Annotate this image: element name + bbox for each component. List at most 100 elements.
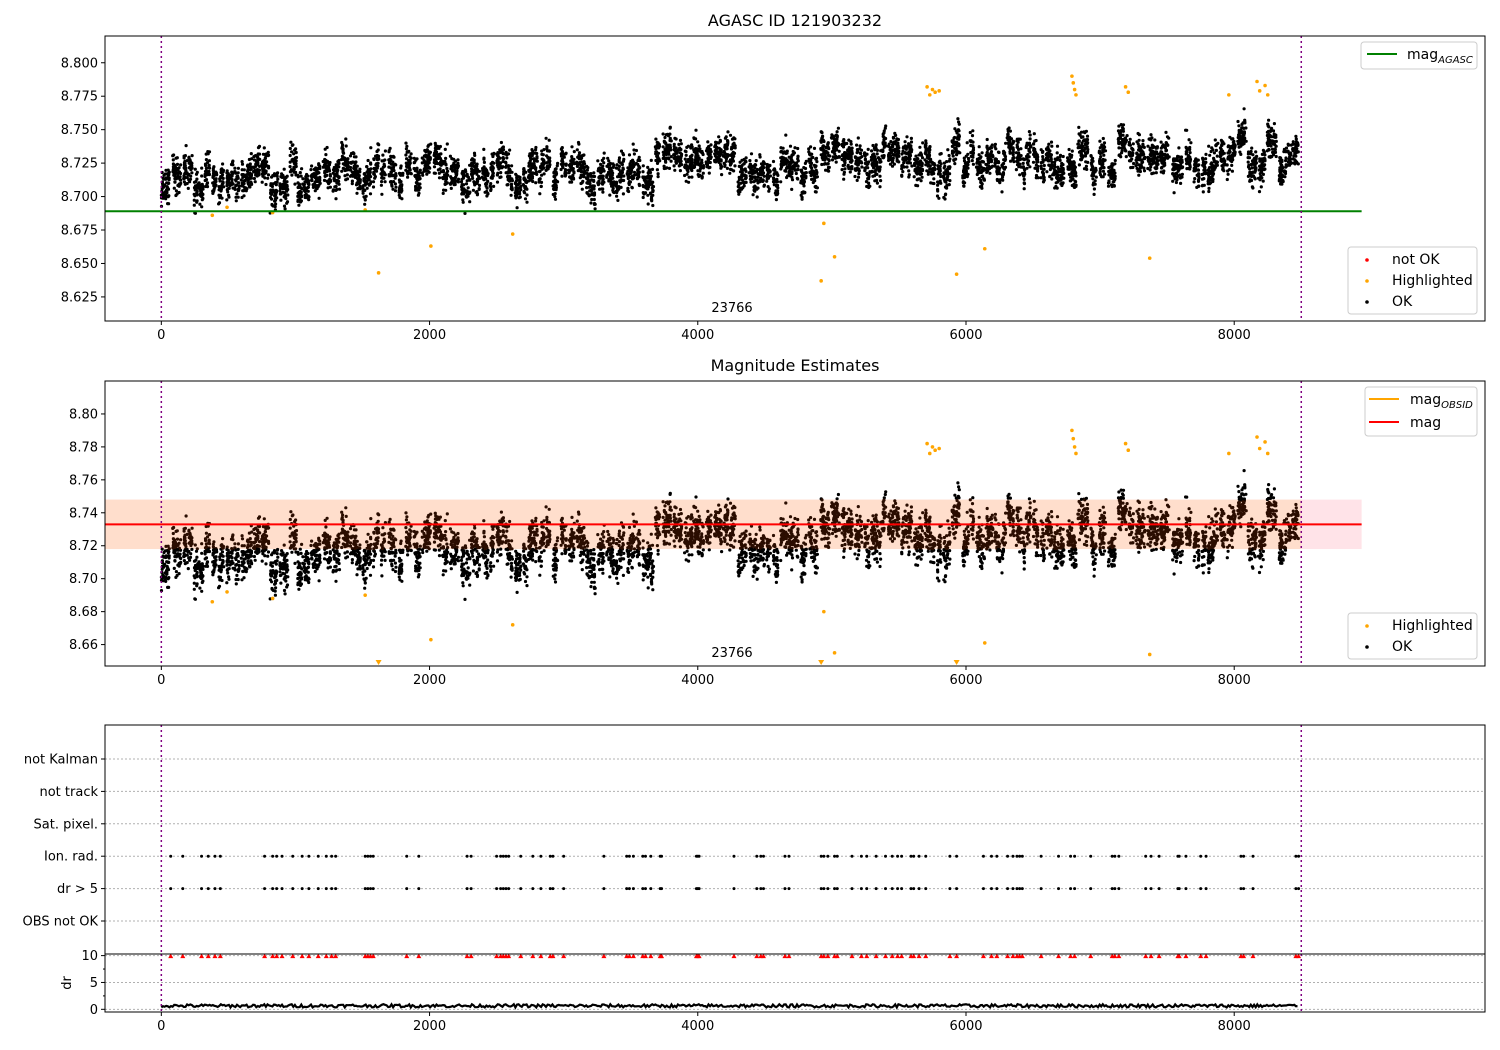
ok-point [649, 158, 653, 162]
ok-point [1016, 157, 1020, 161]
ok-point [404, 161, 408, 165]
ok-point [850, 165, 854, 169]
ok-point [662, 153, 666, 157]
ok-point [246, 172, 250, 176]
ok-point [572, 171, 576, 175]
ok-point [489, 162, 493, 166]
ok-point [418, 177, 422, 181]
ok-point [461, 198, 465, 202]
ok-point [1085, 134, 1090, 138]
ok-point [807, 147, 811, 151]
ok-point [1058, 153, 1063, 157]
ok-point [1034, 138, 1038, 143]
ok-point [279, 186, 283, 190]
ok-point [753, 184, 757, 188]
ok-point [344, 178, 348, 182]
ok-point [521, 183, 526, 187]
ok-point [182, 154, 186, 158]
ok-point [904, 147, 908, 151]
ok-point [1081, 135, 1085, 139]
ok-point [950, 151, 955, 155]
ok-point [707, 171, 711, 175]
ok-point [420, 171, 424, 175]
ok-point [656, 172, 660, 176]
ok-point [183, 176, 187, 180]
ok-point [301, 177, 305, 181]
ok-point [970, 134, 975, 138]
ok-point [304, 188, 308, 193]
ok-point [1077, 132, 1081, 136]
ok-point [414, 173, 418, 177]
ok-point [875, 181, 880, 185]
ok-point [227, 193, 231, 197]
ok-point [889, 140, 893, 144]
ok-point [270, 184, 274, 189]
ok-point [683, 163, 687, 167]
ok-point [956, 117, 960, 121]
ok-point [1061, 168, 1065, 172]
ok-point [830, 158, 835, 162]
ok-point [978, 156, 982, 160]
ok-point [673, 168, 677, 172]
ok-point [627, 180, 632, 184]
ok-point [990, 153, 994, 157]
ok-point [1002, 167, 1006, 171]
ok-point [804, 159, 808, 163]
ok-point [528, 163, 533, 167]
ok-point [643, 176, 647, 181]
ok-point [946, 148, 950, 152]
ok-point [261, 174, 265, 178]
ok-point [616, 198, 620, 202]
ok-point [621, 192, 626, 196]
ok-point [794, 171, 798, 176]
ok-point [279, 183, 283, 187]
ok-point [217, 193, 221, 197]
ok-point [615, 194, 619, 198]
ok-point [1018, 173, 1022, 177]
ok-point [916, 160, 920, 164]
ok-point [1113, 171, 1117, 175]
ok-point [353, 170, 357, 174]
ok-point [313, 189, 317, 193]
ok-point [349, 174, 353, 178]
ok-point [913, 169, 917, 173]
ok-point [891, 145, 895, 149]
ok-point [510, 164, 514, 168]
ok-point [674, 151, 678, 155]
ok-point [607, 159, 611, 163]
ok-point [975, 157, 980, 161]
ok-point [724, 144, 728, 148]
ok-point [697, 163, 701, 167]
ok-point [1121, 123, 1126, 127]
ok-point [662, 164, 666, 168]
ok-point [211, 181, 215, 185]
ok-point [273, 181, 278, 185]
ok-point [632, 152, 637, 156]
ok-point [505, 183, 509, 187]
ok-point [581, 163, 585, 167]
ok-point [601, 177, 605, 181]
ok-point [900, 167, 904, 171]
ok-point [901, 149, 905, 153]
ok-point [1027, 155, 1031, 159]
ok-point [744, 174, 748, 178]
ok-point [590, 197, 594, 202]
ok-point [842, 138, 846, 142]
ok-point [1079, 153, 1083, 157]
ok-point [832, 137, 837, 141]
ok-point [773, 179, 777, 183]
ok-point [414, 181, 418, 185]
ok-point [694, 128, 698, 132]
ok-point [433, 146, 437, 150]
ok-point [1042, 177, 1046, 181]
ok-point [882, 131, 886, 135]
ok-point [689, 158, 694, 162]
ok-point [592, 171, 596, 175]
ok-point [373, 175, 377, 179]
ok-point [758, 155, 762, 159]
ok-point [882, 155, 886, 159]
ok-point [918, 171, 922, 176]
ok-point [784, 169, 788, 173]
ok-point [768, 174, 773, 178]
ok-point [1092, 187, 1096, 191]
